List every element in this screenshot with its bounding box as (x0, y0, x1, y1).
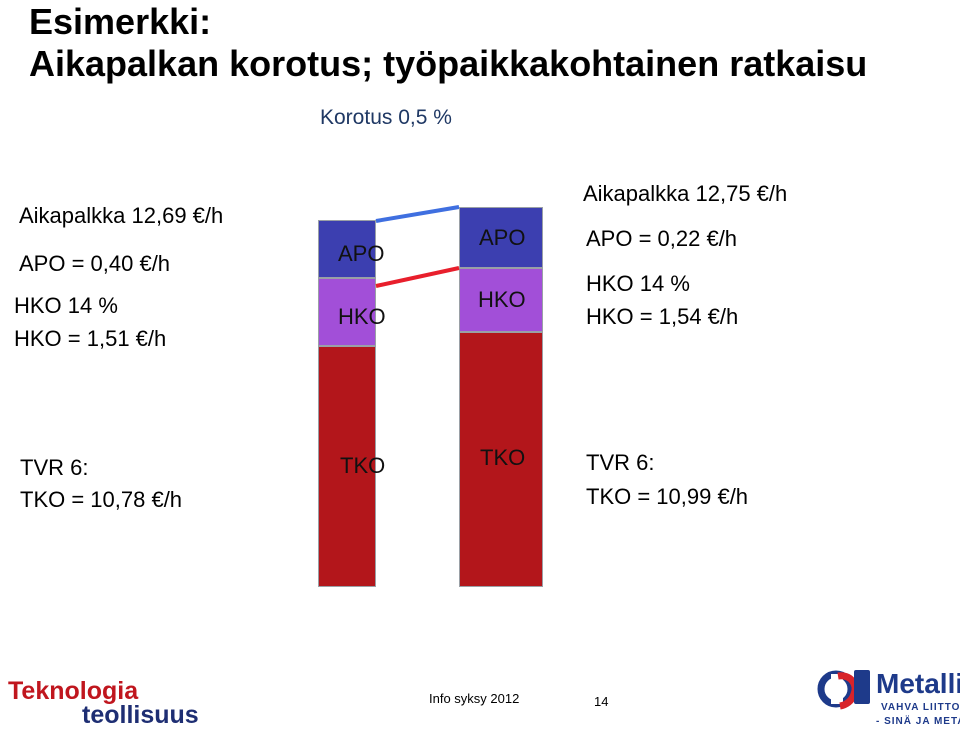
page-number: 14 (594, 694, 609, 709)
metalli-logo-sub2: - SINÄ JA METALLI (876, 716, 960, 727)
subtitle: Korotus 0,5 % (320, 106, 452, 129)
right-apo: APO = 0,22 €/h (586, 226, 738, 251)
logo-line2: teollisuus (82, 701, 199, 729)
bar-before: APO HKO TKO (318, 220, 386, 587)
bar-before-hko-segment (318, 278, 376, 346)
right-aikapalkka: Aikapalkka 12,75 €/h (583, 181, 788, 206)
right-tvr: TVR 6: (586, 450, 655, 475)
right-hko-pct: HKO 14 % (586, 271, 690, 296)
bar-before-tko-segment (318, 346, 376, 587)
title-line2: Aikapalkan korotus; työpaikkakohtainen r… (29, 43, 868, 84)
connector-middle-line (375, 266, 460, 288)
left-tvr: TVR 6: (20, 455, 89, 480)
bar-before-hko-label: HKO (338, 304, 386, 329)
right-tko: TKO = 10,99 €/h (586, 484, 749, 509)
metalli-logo-sub1: VAHVA LIITTO (881, 702, 960, 713)
logo-line1: Teknologia (8, 677, 139, 705)
bar-after-apo-segment (459, 207, 543, 268)
left-apo: APO = 0,40 €/h (19, 251, 171, 276)
bar-before-tko-label: TKO (340, 453, 386, 478)
bar-after-apo-label: APO (479, 225, 526, 250)
bar-after-hko-label: HKO (478, 287, 526, 312)
left-hko-pct: HKO 14 % (14, 293, 118, 318)
bar-before-apo-segment (318, 220, 376, 278)
footer-info: Info syksy 2012 (429, 691, 520, 706)
bar-before-apo-label: APO (338, 241, 385, 266)
metalli-logo-name: Metalli (876, 668, 960, 699)
left-aikapalkka: Aikapalkka 12,69 €/h (19, 203, 224, 228)
right-hko-val: HKO = 1,54 €/h (586, 304, 739, 329)
left-tko: TKO = 10,78 €/h (20, 487, 183, 512)
bar-after-tko-segment (459, 332, 543, 587)
title-line1: Esimerkki: (29, 1, 212, 42)
metalli-logo-mark (816, 668, 872, 710)
left-hko-val: HKO = 1,51 €/h (14, 326, 167, 351)
bar-after-tko-label: TKO (480, 445, 526, 470)
teknologiateollisuus-logo: Teknologia teollisuus (8, 677, 199, 729)
bar-after: APO HKO TKO (459, 207, 543, 587)
metalli-emblem-icon (817, 670, 870, 710)
bar-after-hko-segment (459, 268, 543, 332)
connector-top-line (375, 205, 460, 223)
